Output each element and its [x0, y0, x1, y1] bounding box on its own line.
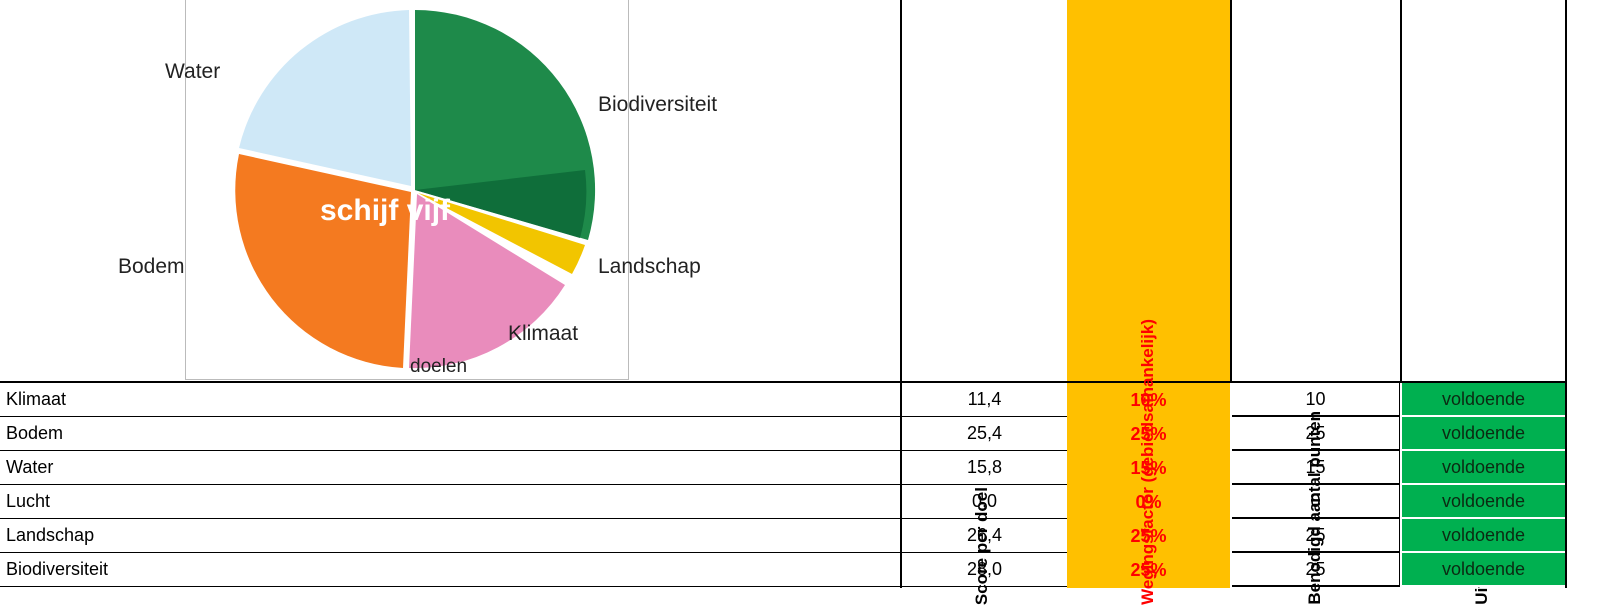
score: 28,0: [902, 553, 1067, 587]
pie-label: Landschap: [598, 255, 701, 278]
row-label: Bodem: [0, 417, 900, 451]
pie-label: Biodiversiteit: [598, 93, 718, 116]
required: 15: [1232, 451, 1400, 485]
weight: 25%: [1130, 423, 1167, 444]
weight: 15%: [1130, 457, 1167, 478]
required: 0: [1232, 485, 1400, 519]
result: voldoende: [1402, 553, 1565, 587]
score: 26,4: [902, 519, 1067, 553]
score: 0,0: [902, 485, 1067, 519]
col-border: [1230, 0, 1232, 381]
weight: 10%: [1130, 389, 1167, 410]
required: 25: [1232, 417, 1400, 451]
score: 15,8: [902, 451, 1067, 485]
row-label: Lucht: [0, 485, 900, 519]
pie-label: Klimaat: [508, 322, 579, 345]
score: 11,4: [902, 383, 1067, 417]
pie-slice: [235, 154, 411, 368]
weight: 25%: [1130, 559, 1167, 580]
weging-column-fill: [1067, 0, 1230, 588]
row-label: Klimaat: [0, 383, 900, 417]
result: voldoende: [1402, 485, 1565, 519]
col-border: [900, 0, 902, 588]
col-border: [1400, 0, 1402, 381]
row-label: Biodiversiteit: [0, 553, 900, 587]
pie-slice: [239, 10, 411, 186]
result: voldoende: [1402, 451, 1565, 485]
header-border: [0, 381, 1565, 383]
pie-image: schijf vijf: [235, 9, 596, 369]
row-label: Water: [0, 451, 900, 485]
logo-text: schijf vijf: [320, 194, 451, 227]
image-frame: [185, 0, 629, 380]
pie-slice: [409, 194, 565, 369]
pie-label: Bodem: [118, 255, 185, 278]
required: 25: [1232, 553, 1400, 587]
result: voldoende: [1402, 417, 1565, 451]
weight: 0%: [1135, 491, 1162, 512]
pie-slice: [418, 193, 585, 274]
weight: 25%: [1130, 525, 1167, 546]
required: 25: [1232, 519, 1400, 553]
result: voldoende: [1402, 383, 1565, 417]
col-border: [1565, 0, 1567, 588]
score: 25,4: [902, 417, 1067, 451]
result: voldoende: [1402, 519, 1565, 553]
image-caption: doelen: [410, 356, 468, 377]
pie-slice: [415, 170, 587, 238]
row-label: Landschap: [0, 519, 900, 553]
required: 10: [1232, 383, 1400, 417]
pie-label: Water: [165, 60, 221, 83]
